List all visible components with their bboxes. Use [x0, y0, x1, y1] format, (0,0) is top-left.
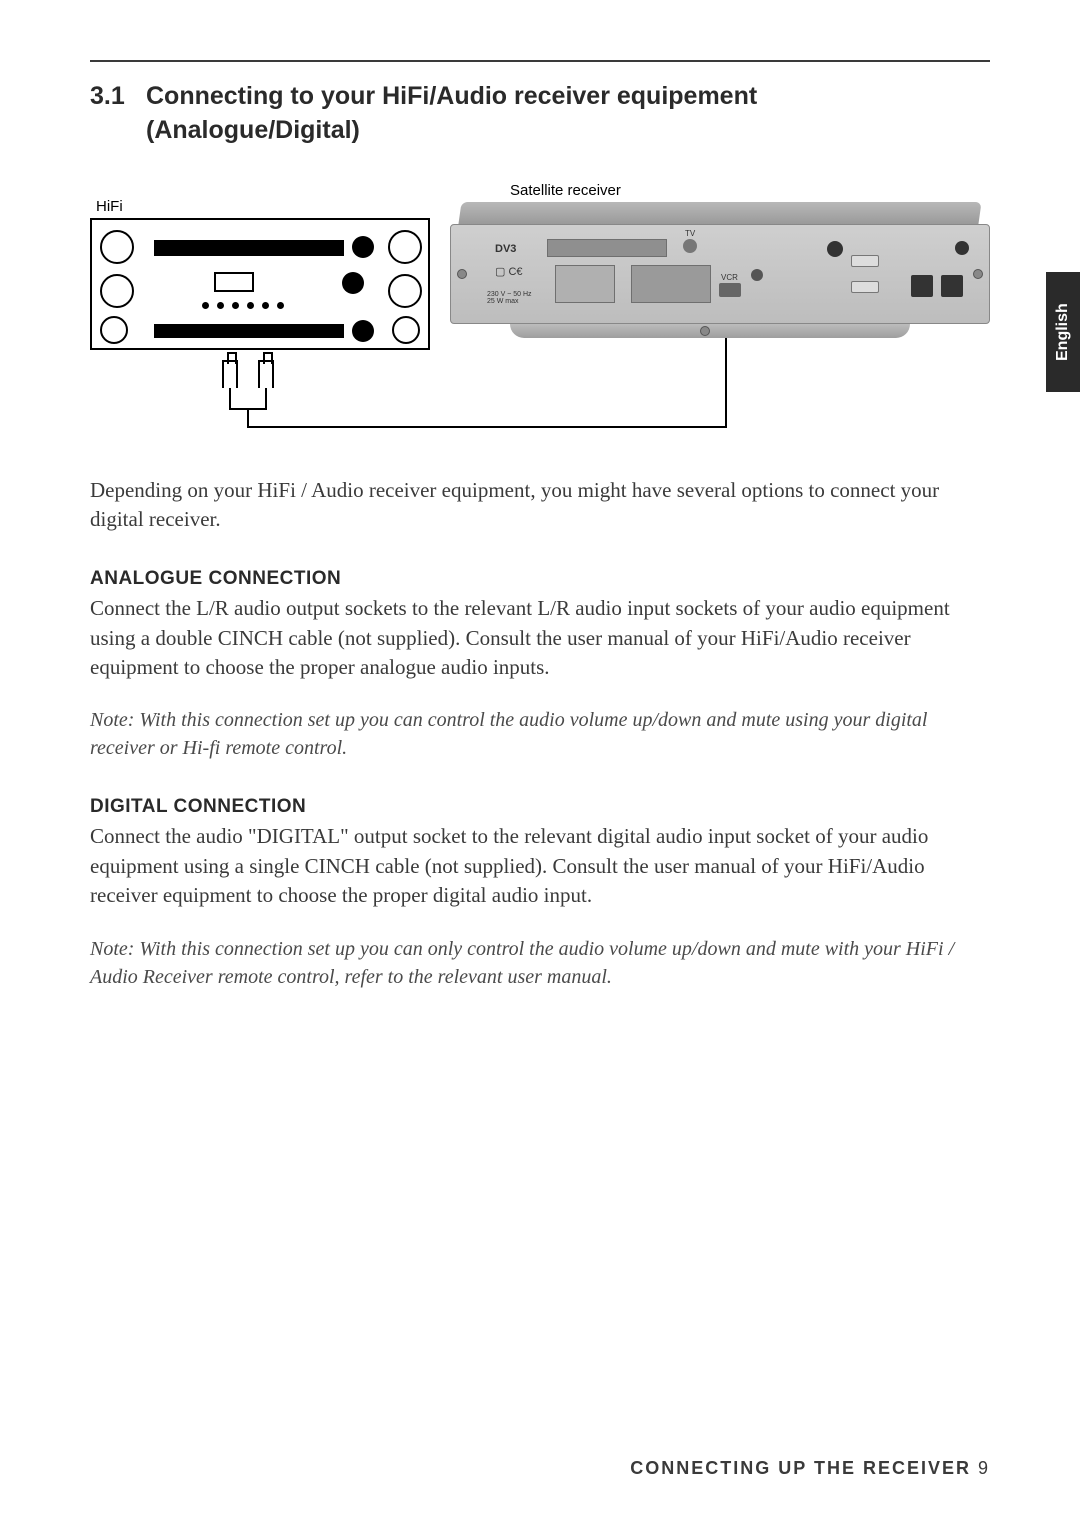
title-line-2: (Analogue/Digital): [146, 116, 360, 144]
section-number: 3.1: [90, 80, 146, 148]
digital-heading: DIGITAL CONNECTION: [90, 796, 990, 818]
satellite-receiver: DV3 ▢ C€ 230 V ~ 50 Hz 25 W max TV VCR: [450, 224, 990, 324]
tv-label: TV: [685, 229, 695, 238]
manual-page: 3.1 Connecting to your HiFi/Audio receiv…: [0, 0, 1080, 1529]
vcr-label: VCR: [721, 273, 738, 282]
satellite-label: Satellite receiver: [510, 182, 621, 199]
top-rule: [90, 60, 990, 62]
footer-page-number: 9: [978, 1458, 990, 1478]
analogue-body: Connect the L/R audio output sockets to …: [90, 594, 990, 682]
analogue-heading: ANALOGUE CONNECTION: [90, 568, 990, 590]
title-line-1: Connecting to your HiFi/Audio receiver e…: [146, 82, 757, 110]
power-mark: 230 V ~ 50 Hz 25 W max: [487, 291, 532, 305]
connection-diagram: HiFi Satellite receiver: [90, 182, 990, 442]
satellite-top: [458, 202, 981, 224]
satellite-base: [510, 324, 910, 338]
section-title: 3.1 Connecting to your HiFi/Audio receiv…: [90, 80, 990, 148]
dvb-mark: DV3: [495, 243, 516, 255]
hifi-label: HiFi: [96, 198, 123, 215]
digital-body: Connect the audio "DIGITAL" output socke…: [90, 822, 990, 910]
intro-paragraph: Depending on your HiFi / Audio receiver …: [90, 476, 990, 535]
hifi-unit: [90, 218, 430, 350]
ce-mark: ▢ C€: [495, 265, 523, 278]
digital-note: Note: With this connection set up you ca…: [90, 935, 990, 991]
section-heading-text: Connecting to your HiFi/Audio receiver e…: [146, 80, 990, 148]
cinch-plug-left: [222, 360, 238, 388]
language-tab: English: [1046, 272, 1080, 392]
analogue-note: Note: With this connection set up you ca…: [90, 706, 990, 762]
footer-title: CONNECTING UP THE RECEIVER: [630, 1458, 971, 1478]
cinch-plug-right: [258, 360, 274, 388]
page-footer: CONNECTING UP THE RECEIVER 9: [630, 1458, 990, 1479]
